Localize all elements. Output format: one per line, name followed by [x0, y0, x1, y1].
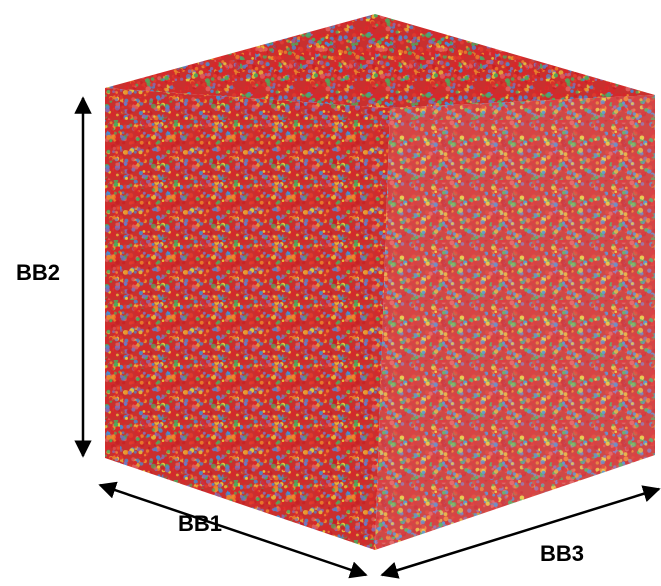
cube-right-shade — [375, 95, 655, 550]
bb1-label: BB1 — [178, 511, 222, 536]
bb3-arrow — [380, 485, 661, 579]
bb3-label: BB3 — [540, 541, 584, 566]
cube-top-face — [105, 14, 655, 108]
bb1-arrow — [98, 481, 368, 579]
cube-right-face — [375, 95, 655, 550]
bb2-label: BB2 — [16, 260, 60, 285]
cube-left-face — [105, 88, 390, 550]
